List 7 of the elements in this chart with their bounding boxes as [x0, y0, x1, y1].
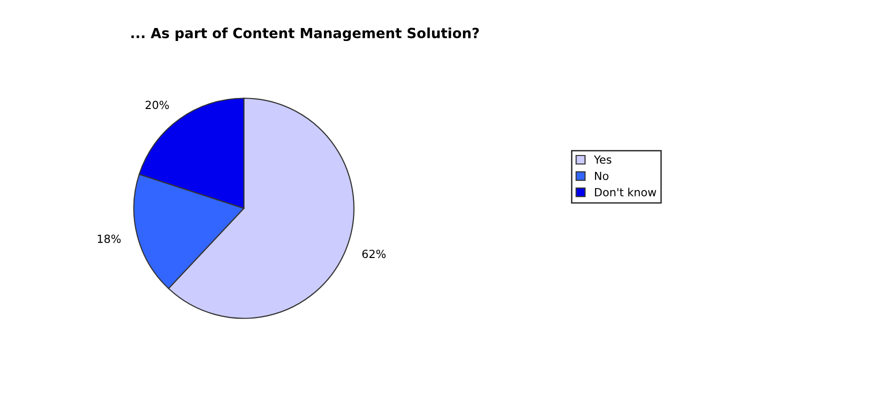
data-label: 62% — [362, 250, 386, 258]
legend-label: No — [595, 172, 608, 180]
data-label: 18% — [98, 234, 121, 243]
chart-title: ... As part of Content Management Solution? — [131, 28, 479, 42]
legend-label: Yes — [594, 156, 612, 164]
legend-label: Don't know — [595, 188, 656, 196]
data-label: 20% — [146, 100, 169, 110]
